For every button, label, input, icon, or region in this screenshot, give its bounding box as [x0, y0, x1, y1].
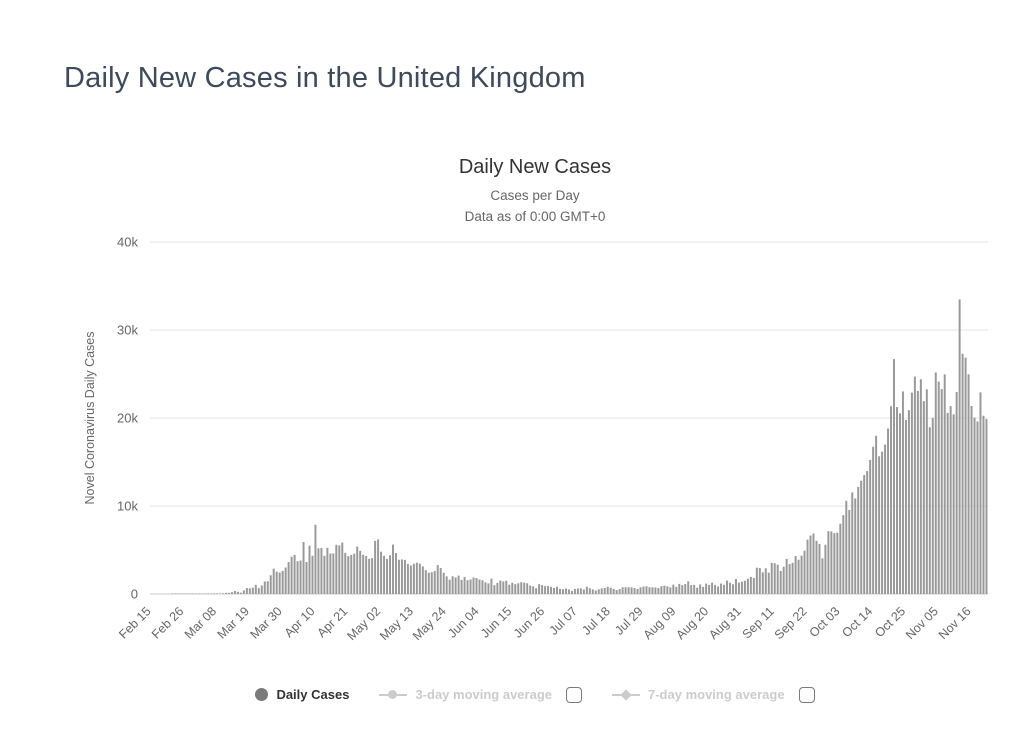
daily-cases-marker-icon	[255, 688, 269, 702]
svg-text:Mar 08: Mar 08	[182, 604, 219, 641]
chart-subtitle: Cases per Day Data as of 0:00 GMT+0	[80, 186, 990, 228]
svg-text:20k: 20k	[117, 410, 138, 425]
gridlines	[150, 241, 988, 595]
svg-text:Jul 07: Jul 07	[547, 604, 581, 638]
svg-text:Oct 14: Oct 14	[839, 604, 875, 640]
legend-label-daily-cases: Daily Cases	[276, 687, 350, 703]
svg-text:30k: 30k	[117, 322, 138, 337]
svg-text:Jul 18: Jul 18	[579, 604, 613, 638]
svg-text:0: 0	[131, 586, 138, 601]
svg-text:May 24: May 24	[410, 604, 449, 643]
svg-text:Sep 22: Sep 22	[772, 604, 810, 642]
3day-average-checkbox[interactable]	[566, 686, 582, 703]
chart-subtitle-line1: Cases per Day	[490, 188, 580, 203]
legend-label-7day-average: 7-day moving average	[648, 687, 785, 703]
bars-daily-cases	[171, 299, 988, 594]
svg-text:Apr 10: Apr 10	[282, 604, 318, 640]
legend-label-3day-average: 3-day moving average	[415, 687, 552, 703]
svg-text:Nov 16: Nov 16	[936, 604, 974, 642]
legend-item-3day-average[interactable]: 3-day moving average	[379, 687, 552, 702]
page-title: Daily New Cases in the United Kingdom	[64, 62, 586, 94]
svg-text:Jun 15: Jun 15	[478, 604, 514, 640]
legend: Daily Cases 3-day moving average 7-day m…	[80, 686, 990, 703]
svg-text:May 13: May 13	[377, 604, 416, 643]
svg-text:Aug 31: Aug 31	[706, 604, 744, 642]
svg-text:Mar 19: Mar 19	[215, 604, 252, 641]
svg-text:Nov 05: Nov 05	[903, 604, 941, 642]
svg-text:Jun 04: Jun 04	[445, 604, 481, 640]
legend-item-daily-cases[interactable]: Daily Cases	[255, 687, 349, 702]
chart-title: Daily New Cases	[458, 156, 612, 178]
svg-text:Feb 26: Feb 26	[149, 604, 186, 641]
svg-text:Jun 26: Jun 26	[511, 604, 547, 640]
svg-text:Oct 25: Oct 25	[872, 604, 908, 640]
svg-text:Mar 30: Mar 30	[247, 604, 284, 641]
7day-average-checkbox[interactable]	[798, 686, 815, 703]
chart-canvas: Novel Coronavirus Daily Cases Feb 15Feb …	[83, 234, 988, 643]
svg-text:40k: 40k	[117, 234, 138, 249]
svg-text:Feb 15: Feb 15	[116, 604, 153, 641]
7day-average-marker-icon	[612, 689, 640, 700]
svg-text:Aug 20: Aug 20	[673, 604, 711, 642]
svg-text:Sep 11: Sep 11	[740, 604, 777, 641]
svg-text:10k: 10k	[117, 498, 138, 513]
svg-text:May 02: May 02	[344, 604, 383, 643]
chart-subtitle-line2: Data as of 0:00 GMT+0	[464, 208, 606, 224]
y-axis-title: Novel Coronavirus Daily Cases	[83, 331, 97, 504]
3day-average-marker-icon	[379, 689, 408, 700]
y-axis-labels: 0 10k 20k 30k 40k	[117, 234, 138, 601]
svg-text:Oct 03: Oct 03	[807, 604, 843, 640]
legend-item-7day-average[interactable]: 7-day moving average	[612, 687, 785, 702]
daily-cases-chart: Daily New Cases Cases per Day Data as of…	[80, 156, 990, 703]
svg-text:Aug 09: Aug 09	[641, 604, 679, 642]
